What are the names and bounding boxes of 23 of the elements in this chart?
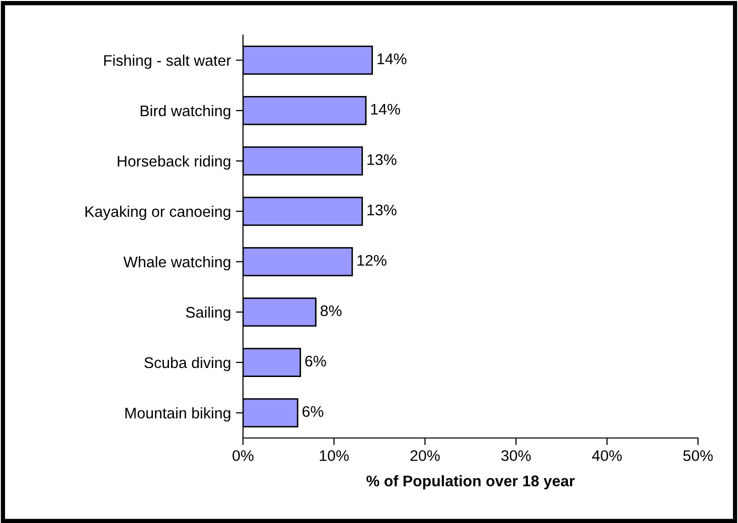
data-label: 12% — [358, 254, 386, 266]
x-tick-label: 50% — [683, 450, 713, 462]
x-tick-label: 0% — [232, 450, 254, 462]
data-label: 8% — [320, 305, 342, 316]
data-label: 14% — [371, 104, 400, 115]
data-label: 6% — [302, 406, 324, 417]
data-label: 6% — [305, 356, 326, 367]
data-label: 14% — [378, 54, 406, 64]
x-tick-label: 40% — [592, 450, 622, 462]
x-tick-label: 30% — [501, 450, 531, 462]
data-label: 13% — [368, 154, 396, 166]
data-label: 13% — [368, 204, 396, 216]
y-tick-label: Sailing — [186, 306, 230, 321]
x-tick-label: 10% — [320, 450, 349, 462]
x-axis-title: % of Population over 18 year — [366, 475, 575, 490]
y-tick-label: Fishing - salt water — [104, 54, 231, 69]
y-tick-label: Bird watching — [140, 105, 230, 120]
y-tick-label: Whale watching — [123, 256, 230, 270]
x-tick-label: 20% — [410, 450, 440, 462]
y-tick-label: Scuba diving — [144, 356, 230, 372]
y-tick-label: Kayaking or canoeing — [86, 206, 230, 220]
y-tick-label: Horseback riding — [118, 155, 230, 170]
y-tick-label: Mountain biking — [125, 407, 230, 422]
